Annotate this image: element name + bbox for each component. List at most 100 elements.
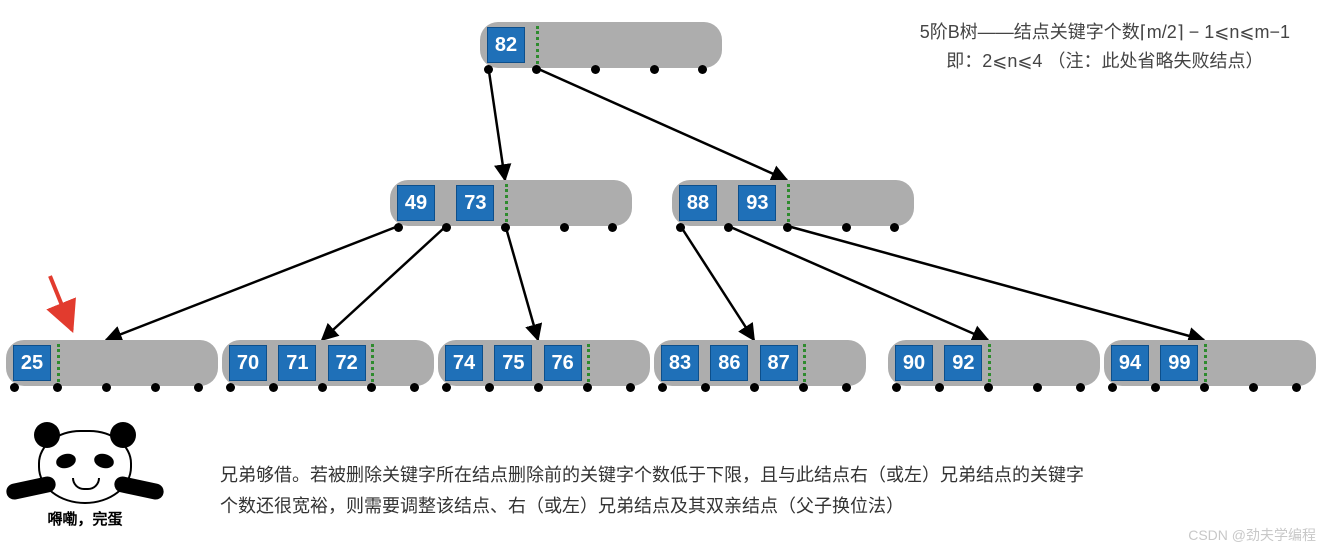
slot xyxy=(593,345,633,381)
slot xyxy=(161,345,201,381)
pointer-dot xyxy=(1249,383,1258,392)
key-cell: 73 xyxy=(456,185,494,221)
divider-line xyxy=(371,344,374,382)
slot: 94 xyxy=(1111,345,1151,381)
key-cell: 70 xyxy=(229,345,267,381)
key-cell: 94 xyxy=(1111,345,1149,381)
pointer-dot xyxy=(750,383,759,392)
slot xyxy=(1210,345,1250,381)
pointer-dot xyxy=(935,383,944,392)
key-cell: 49 xyxy=(397,185,435,221)
divider-line xyxy=(787,184,790,222)
slot: 71 xyxy=(278,345,318,381)
slot xyxy=(62,345,102,381)
pointer-dot xyxy=(724,223,733,232)
edge-arrow xyxy=(788,226,1205,340)
pointer-dot xyxy=(410,383,419,392)
pointer-dot xyxy=(102,383,111,392)
pointer-dot xyxy=(583,383,592,392)
pointer-dot xyxy=(151,383,160,392)
slot xyxy=(1043,345,1083,381)
pointer-dot xyxy=(892,383,901,392)
pointer-dot xyxy=(394,223,403,232)
edge-arrow xyxy=(322,226,446,340)
edge-arrow xyxy=(506,226,539,340)
pointer-dot xyxy=(842,223,851,232)
pointer-dot xyxy=(442,383,451,392)
divider-line xyxy=(587,344,590,382)
pointer-dot xyxy=(442,223,451,232)
divider-line xyxy=(803,344,806,382)
pointer-dot xyxy=(53,383,62,392)
slot: 75 xyxy=(494,345,534,381)
edge-arrow xyxy=(536,68,787,180)
edge-arrow xyxy=(106,226,399,340)
slot: 49 xyxy=(397,185,437,221)
slot: 90 xyxy=(895,345,935,381)
pointer-dot xyxy=(698,65,707,74)
slot xyxy=(575,185,615,221)
panda-caption: 嘚嘞，完蛋 xyxy=(20,508,150,529)
key-cell: 75 xyxy=(494,345,532,381)
key-cell: 74 xyxy=(445,345,483,381)
note-bottom: 兄弟够借。若被删除关键字所在结点删除前的关键字个数低于下限，且与此结点右（或左）… xyxy=(220,460,1100,521)
node-n1: 49 73 xyxy=(390,180,632,226)
key-cell: 76 xyxy=(544,345,582,381)
slot: 93 xyxy=(738,185,778,221)
key-cell: 87 xyxy=(760,345,798,381)
slot xyxy=(665,27,705,63)
pointer-dot xyxy=(501,223,510,232)
pointer-dot xyxy=(676,223,685,232)
slot xyxy=(1259,345,1299,381)
slot xyxy=(994,345,1034,381)
pointer-dot xyxy=(799,383,808,392)
pointer-dot xyxy=(226,383,235,392)
slot: 25 xyxy=(13,345,53,381)
key-cell: 82 xyxy=(487,27,525,63)
slot xyxy=(516,185,556,221)
pointer-dot xyxy=(10,383,19,392)
slot xyxy=(606,27,646,63)
node-l1: 25 xyxy=(6,340,218,386)
pointer-dot xyxy=(626,383,635,392)
slot: 83 xyxy=(661,345,701,381)
edge-arrow xyxy=(728,226,988,340)
slot: 72 xyxy=(328,345,368,381)
red-arrow xyxy=(50,276,72,330)
key-cell: 83 xyxy=(661,345,699,381)
node-l3: 74 75 76 xyxy=(438,340,650,386)
slot: 74 xyxy=(445,345,485,381)
edge-arrow xyxy=(681,226,755,340)
divider-line xyxy=(1204,344,1207,382)
watermark-bottom-right: CSDN @劲夫学编程 xyxy=(1188,525,1316,545)
divider-line xyxy=(988,344,991,382)
node-n2: 8893 xyxy=(672,180,914,226)
pointer-dot xyxy=(532,65,541,74)
pointer-dot xyxy=(1292,383,1301,392)
note-top: 5阶B树——结点关键字个数⌈m/2⌉ − 1⩽n⩽m−1 即：2⩽n⩽4 （注：… xyxy=(920,18,1290,76)
edge-arrow xyxy=(489,68,506,180)
slot: 76 xyxy=(544,345,584,381)
slot xyxy=(546,27,586,63)
slot xyxy=(112,345,152,381)
pointer-dot xyxy=(318,383,327,392)
key-cell: 25 xyxy=(13,345,51,381)
key-cell: 92 xyxy=(944,345,982,381)
pointer-dot xyxy=(1033,383,1042,392)
slot xyxy=(377,345,417,381)
key-cell: 71 xyxy=(278,345,316,381)
pointer-dot xyxy=(1200,383,1209,392)
node-root: 82 xyxy=(480,22,722,68)
pointer-dot xyxy=(269,383,278,392)
divider-line xyxy=(536,26,539,64)
key-cell: 99 xyxy=(1160,345,1198,381)
pointer-dot xyxy=(608,223,617,232)
slot: 86 xyxy=(710,345,750,381)
pointer-dot xyxy=(534,383,543,392)
slot: 92 xyxy=(944,345,984,381)
pointer-dot xyxy=(984,383,993,392)
key-cell: 90 xyxy=(895,345,933,381)
pointer-dot xyxy=(658,383,667,392)
slot xyxy=(798,185,838,221)
pointer-dot xyxy=(194,383,203,392)
